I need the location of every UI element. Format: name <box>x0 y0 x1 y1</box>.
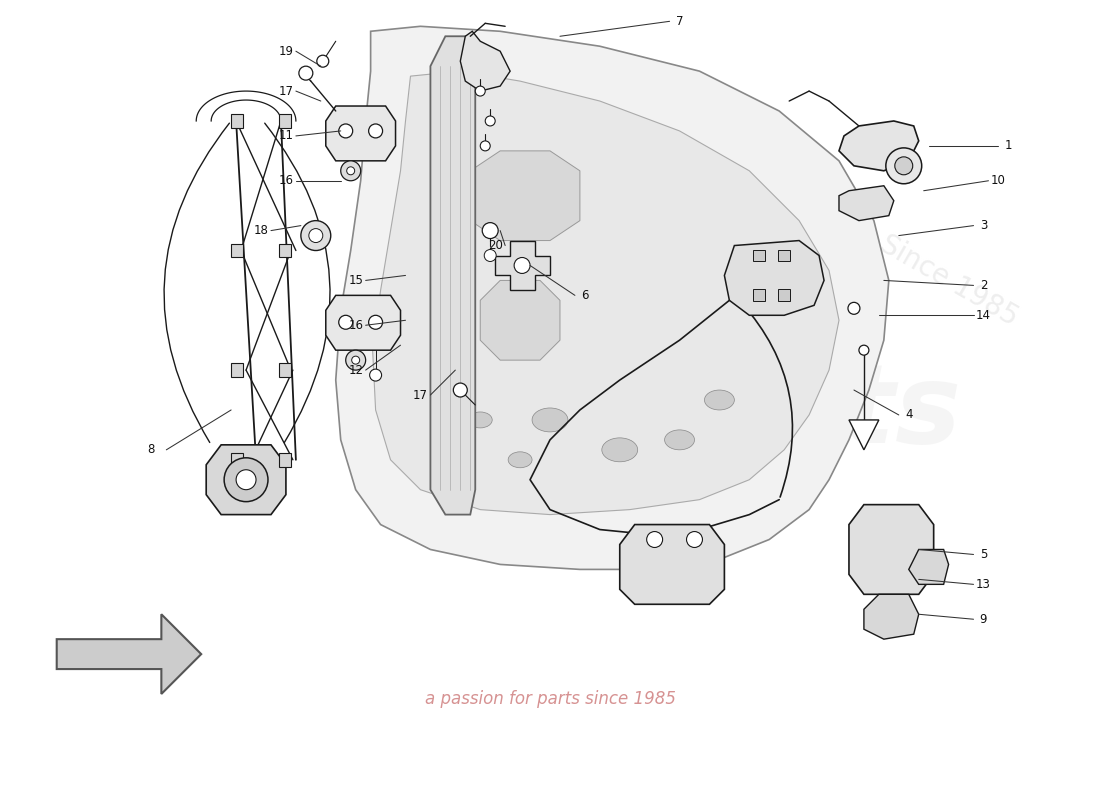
Text: 16: 16 <box>278 174 294 187</box>
Text: 12: 12 <box>349 364 363 377</box>
Bar <box>778 290 790 302</box>
Circle shape <box>224 458 268 502</box>
Bar <box>279 453 290 466</box>
Text: Since 1985: Since 1985 <box>874 230 1023 331</box>
Circle shape <box>368 124 383 138</box>
Text: 5: 5 <box>980 548 987 561</box>
Text: 19: 19 <box>278 45 294 58</box>
Polygon shape <box>57 614 201 694</box>
Ellipse shape <box>508 452 532 468</box>
Polygon shape <box>864 594 918 639</box>
Text: a passion for parts since 1985: a passion for parts since 1985 <box>425 690 675 708</box>
Text: 14: 14 <box>976 309 991 322</box>
Circle shape <box>345 350 365 370</box>
Text: 8: 8 <box>147 443 155 456</box>
Circle shape <box>299 66 312 80</box>
Bar <box>279 114 290 128</box>
Bar <box>754 290 766 302</box>
Ellipse shape <box>704 390 735 410</box>
Bar <box>231 114 243 128</box>
Polygon shape <box>849 420 879 450</box>
Circle shape <box>894 157 913 174</box>
Text: 17: 17 <box>278 85 294 98</box>
Text: 6: 6 <box>581 289 589 302</box>
Text: 16: 16 <box>349 318 363 332</box>
Polygon shape <box>725 241 824 315</box>
Text: euro
carparts: euro carparts <box>438 234 961 466</box>
Circle shape <box>317 55 329 67</box>
Circle shape <box>301 221 331 250</box>
Ellipse shape <box>602 438 638 462</box>
Bar <box>231 453 243 466</box>
Text: 17: 17 <box>412 389 428 402</box>
Text: 2: 2 <box>980 279 987 292</box>
Circle shape <box>686 531 703 547</box>
Text: 1: 1 <box>1004 139 1012 152</box>
Polygon shape <box>326 295 400 350</box>
Ellipse shape <box>532 408 568 432</box>
Text: 3: 3 <box>980 219 987 232</box>
Text: 13: 13 <box>976 578 991 591</box>
Text: 15: 15 <box>349 274 363 287</box>
Text: 11: 11 <box>278 130 294 142</box>
Text: 9: 9 <box>980 613 987 626</box>
Bar <box>279 363 290 377</box>
Ellipse shape <box>664 430 694 450</box>
Circle shape <box>370 369 382 381</box>
Circle shape <box>514 258 530 274</box>
Circle shape <box>482 222 498 238</box>
Bar <box>231 363 243 377</box>
Circle shape <box>309 229 322 242</box>
Circle shape <box>848 302 860 314</box>
Text: 7: 7 <box>675 15 683 28</box>
Circle shape <box>475 86 485 96</box>
Polygon shape <box>373 71 839 514</box>
Circle shape <box>481 141 491 151</box>
Circle shape <box>886 148 922 184</box>
Bar <box>778 250 790 262</box>
Circle shape <box>341 161 361 181</box>
Polygon shape <box>909 550 948 584</box>
Polygon shape <box>839 121 918 170</box>
Text: 4: 4 <box>905 409 913 422</box>
Text: 18: 18 <box>254 224 268 237</box>
Circle shape <box>339 124 353 138</box>
Circle shape <box>352 356 360 364</box>
Polygon shape <box>460 31 510 91</box>
Circle shape <box>484 250 496 262</box>
Polygon shape <box>206 445 286 514</box>
Polygon shape <box>336 26 889 570</box>
Polygon shape <box>495 241 550 290</box>
Polygon shape <box>839 186 894 221</box>
Circle shape <box>485 116 495 126</box>
Circle shape <box>453 383 468 397</box>
Text: 10: 10 <box>991 174 1005 187</box>
Circle shape <box>647 531 662 547</box>
Circle shape <box>859 345 869 355</box>
Polygon shape <box>481 281 560 360</box>
Polygon shape <box>326 106 396 161</box>
Circle shape <box>368 315 383 330</box>
Polygon shape <box>430 36 475 514</box>
Bar <box>231 243 243 258</box>
Circle shape <box>346 167 354 174</box>
Polygon shape <box>471 151 580 241</box>
Ellipse shape <box>469 412 492 428</box>
Bar <box>279 243 290 258</box>
Polygon shape <box>849 505 934 594</box>
Bar <box>754 250 766 262</box>
Circle shape <box>236 470 256 490</box>
Circle shape <box>339 315 353 330</box>
Polygon shape <box>619 525 725 604</box>
Text: 20: 20 <box>487 239 503 252</box>
